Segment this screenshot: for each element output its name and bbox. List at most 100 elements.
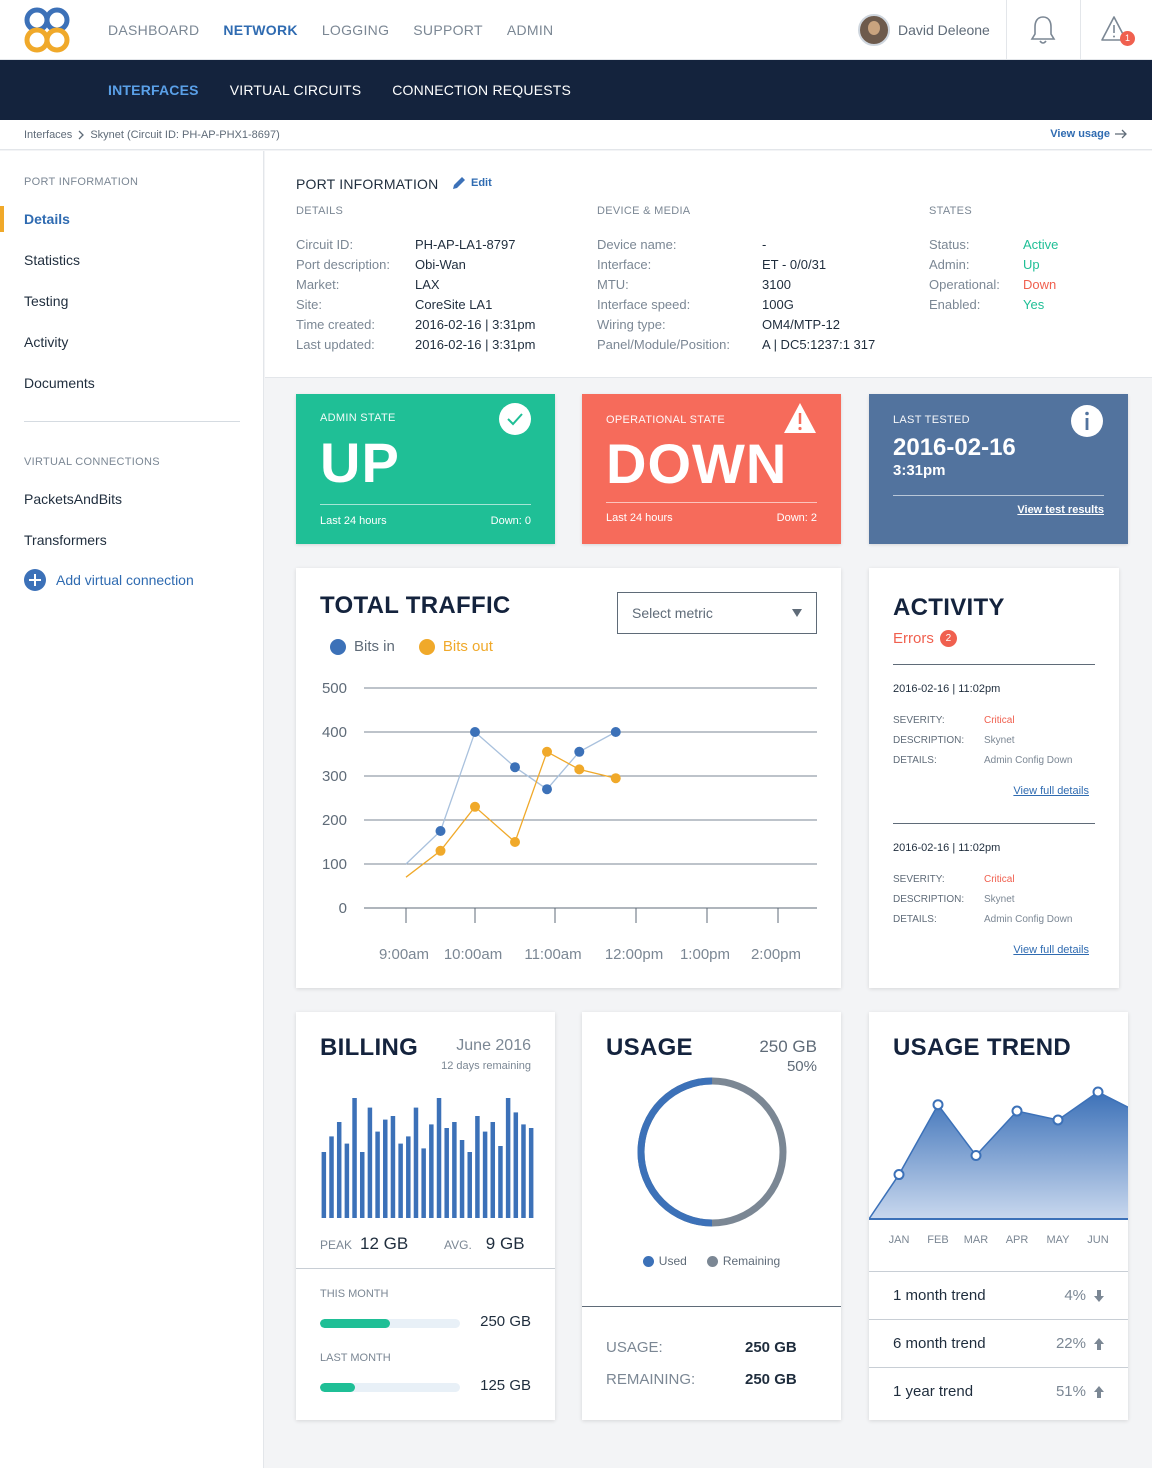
data-point[interactable] (574, 746, 585, 757)
tab-interfaces[interactable]: INTERFACES (108, 82, 199, 98)
nav-network[interactable]: NETWORK (223, 22, 298, 38)
add-virtual-connection-label: Add virtual connection (56, 572, 194, 588)
data-point[interactable] (574, 764, 585, 775)
activity-time: 2016-02-16 | 11:02pm (893, 842, 1001, 854)
brand-logo-icon[interactable] (22, 6, 72, 54)
data-point[interactable] (470, 801, 480, 812)
trend-area (869, 1092, 1128, 1219)
legend-used: Used (642, 1254, 687, 1268)
metric-select[interactable]: Select metric (617, 592, 817, 634)
activity-title: ACTIVITY (893, 594, 1005, 621)
divider (582, 1306, 841, 1307)
port-information-panel: PORT INFORMATION Edit DETAILS DEVICE & M… (265, 151, 1152, 378)
sidebar-item-packetsandbits[interactable]: PacketsAndBits (24, 491, 123, 507)
trend-line (869, 1091, 1128, 1220)
nav-admin[interactable]: ADMIN (506, 22, 554, 38)
data-point[interactable] (435, 845, 446, 856)
admin-state-label: ADMIN STATE (320, 412, 396, 424)
data-point[interactable] (610, 773, 621, 784)
sidebar: PORT INFORMATION Details Statistics Testin… (0, 151, 264, 1468)
info-value: 100G (762, 297, 794, 312)
billing-bar (505, 1098, 511, 1218)
sidebar-item-activity[interactable]: Activity (24, 334, 69, 350)
info-icon[interactable] (1070, 404, 1104, 438)
user-menu[interactable]: David Deleone (858, 14, 990, 46)
info-label: Market: (296, 277, 340, 292)
nav-support[interactable]: SUPPORT (413, 22, 483, 38)
x-tick-label: 9:00am (379, 946, 429, 963)
nav-logging[interactable]: LOGGING (321, 22, 390, 38)
billing-period: June 2016 (456, 1037, 531, 1054)
billing-bar (367, 1107, 373, 1218)
arrow-up-icon (1094, 1385, 1104, 1398)
y-tick-label: 200 (322, 812, 347, 829)
info-row: Interface speed: 100G (597, 295, 875, 315)
billing-remaining: 12 days remaining (441, 1060, 531, 1072)
trend-point[interactable] (932, 1099, 944, 1111)
data-point[interactable] (610, 727, 621, 737)
info-value: Obi-Wan (415, 257, 466, 272)
user-name: David Deleone (898, 22, 990, 38)
x-tick-label: 11:00am (524, 946, 581, 963)
secondary-nav: INTERFACES VIRTUAL CIRCUITS CONNECTION REQ… (0, 60, 1152, 120)
details-list: Circuit ID: PH-AP-LA1-8797 Port descriptio… (296, 235, 535, 355)
data-point[interactable] (510, 762, 520, 773)
data-point[interactable] (435, 826, 446, 836)
trend-point[interactable] (970, 1150, 982, 1161)
trend-pct: 51% (1056, 1383, 1104, 1400)
avg-label: AVG. (444, 1238, 472, 1252)
nav-dashboard[interactable]: DASHBOARD (108, 22, 200, 38)
sidebar-item-documents[interactable]: Documents (24, 375, 95, 391)
trend-pct: 4% (1064, 1287, 1104, 1304)
sidebar-heading-port: PORT INFORMATION (24, 176, 139, 188)
data-point[interactable] (542, 746, 552, 757)
divider (893, 823, 1095, 824)
errors-filter[interactable]: Errors 2 (893, 630, 957, 647)
billing-bar (336, 1122, 342, 1218)
y-tick-label: 400 (322, 724, 347, 741)
sidebar-item-testing[interactable]: Testing (24, 293, 69, 309)
details-heading: DETAILS (296, 205, 344, 217)
legend-item-bits-out[interactable]: Bits out (418, 638, 493, 655)
top-bar: DASHBOARD NETWORK LOGGING SUPPORT ADMIN Davi… (0, 0, 1152, 60)
info-label: MTU: (597, 277, 629, 292)
trend-point[interactable] (1011, 1105, 1023, 1117)
trend-point[interactable] (1092, 1086, 1104, 1098)
sidebar-item-details[interactable]: Details (24, 211, 70, 227)
trend-label: 6 month trend (893, 1335, 986, 1352)
data-point[interactable] (470, 727, 480, 737)
data-point[interactable] (542, 784, 552, 795)
legend-dot (642, 1255, 654, 1267)
view-usage-link[interactable]: View usage (1050, 128, 1128, 140)
trend-point[interactable] (893, 1169, 905, 1181)
legend-item-bits-in[interactable]: Bits in (330, 638, 395, 655)
trend-pct-value: 51% (1055, 1383, 1086, 1400)
this-month-value: 250 GB (480, 1313, 531, 1330)
activity-field-value: Admin Config Down (984, 755, 1073, 766)
tab-virtual-circuits[interactable]: VIRTUAL CIRCUITS (229, 82, 362, 98)
info-value: A | DC5:1237:1 317 (762, 337, 876, 352)
add-virtual-connection-button[interactable]: Add virtual connection (24, 569, 194, 591)
sidebar-item-statistics[interactable]: Statistics (24, 252, 81, 268)
billing-bar (475, 1116, 480, 1218)
billing-bar (498, 1146, 503, 1218)
view-test-results-link[interactable]: View test results (1017, 504, 1104, 516)
activity-field: SEVERITY: Critical (893, 874, 1095, 885)
trend-pct-value: 4% (1064, 1287, 1086, 1304)
sidebar-item-transformers[interactable]: Transformers (24, 532, 107, 548)
data-point[interactable] (510, 837, 520, 847)
view-full-details-link[interactable]: View full details (1013, 785, 1089, 797)
alerts-button[interactable]: 1 (1100, 14, 1136, 46)
legend-dot (330, 638, 346, 655)
tab-connection-requests[interactable]: CONNECTION REQUESTS (392, 82, 572, 98)
activity-time: 2016-02-16 | 11:02pm (893, 683, 1001, 695)
trend-point[interactable] (1052, 1114, 1064, 1126)
edit-button[interactable]: Edit (451, 175, 492, 191)
trend-month-label: FEB (927, 1234, 948, 1246)
view-full-details-link[interactable]: View full details (1013, 944, 1089, 956)
bell-icon[interactable] (1028, 14, 1058, 46)
breadcrumb-root[interactable]: Interfaces (24, 129, 73, 141)
last-month-progress-fill (320, 1383, 355, 1392)
info-label: Wiring type: (597, 317, 666, 332)
check-circle-icon (499, 403, 531, 435)
